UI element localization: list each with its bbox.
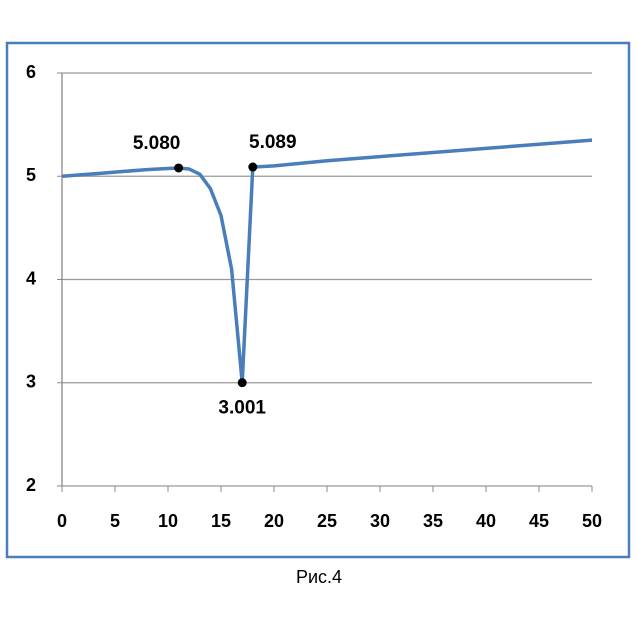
y-tick-label: 5 xyxy=(26,165,36,185)
chart-frame xyxy=(5,41,631,559)
x-tick-label: 30 xyxy=(370,511,390,531)
annotation-label: 5.080 xyxy=(133,133,181,154)
series-line xyxy=(61,138,593,385)
x-tick-label: 5 xyxy=(110,511,120,531)
y-tick-label: 2 xyxy=(26,475,36,495)
annotation-point xyxy=(174,163,184,173)
x-tick-label: 15 xyxy=(211,511,231,531)
annotation-label: 3.001 xyxy=(218,398,266,419)
x-tick-label: 25 xyxy=(317,511,337,531)
annotation-point xyxy=(248,162,258,172)
y-tick-label: 4 xyxy=(26,268,36,288)
x-tick-label: 50 xyxy=(582,511,602,531)
x-tick-label: 45 xyxy=(529,511,549,531)
x-tick-label: 20 xyxy=(264,511,284,531)
caption: Рис.4 xyxy=(296,567,342,587)
x-tick-label: 35 xyxy=(423,511,443,531)
y-tick-label: 6 xyxy=(26,62,36,82)
annotation-point xyxy=(237,378,247,388)
x-tick-label: 40 xyxy=(476,511,496,531)
annotation-label: 5.089 xyxy=(249,132,297,153)
x-tick-label: 0 xyxy=(57,511,67,531)
y-tick-label: 3 xyxy=(26,372,36,392)
x-tick-label: 10 xyxy=(158,511,178,531)
